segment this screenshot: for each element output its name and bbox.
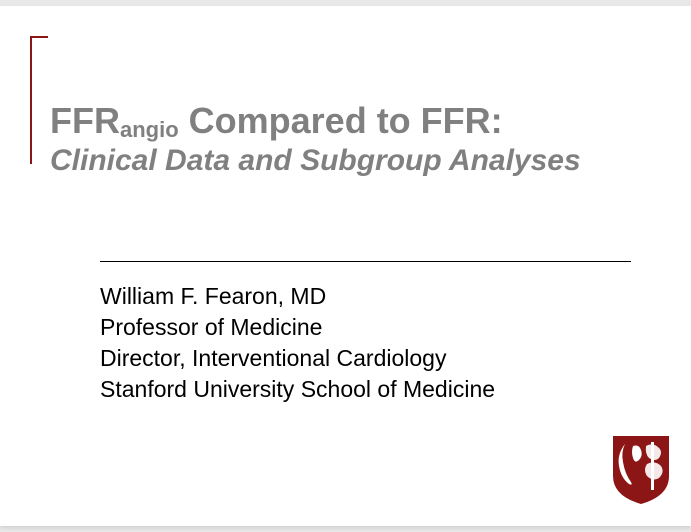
title-suffix: Compared to FFR: [179,100,503,141]
title-subscript: angio [120,117,179,142]
title-prefix: FFR [50,100,120,141]
slide: FFRangio Compared to FFR: Clinical Data … [0,6,691,526]
author-name: William F. Fearon, MD [100,281,631,312]
title-area: FFRangio Compared to FFR: Clinical Data … [50,101,651,179]
slide-subtitle: Clinical Data and Subgroup Analyses [50,143,651,179]
accent-border-top [30,36,48,38]
slide-title-main: FFRangio Compared to FFR: [50,101,651,141]
stanford-shield-icon [611,434,671,506]
author-title: Professor of Medicine [100,312,631,343]
accent-border-left [30,36,32,164]
stanford-logo [611,434,671,506]
horizontal-divider [100,261,631,262]
author-block: William F. Fearon, MD Professor of Medic… [100,281,631,405]
author-affiliation: Stanford University School of Medicine [100,374,631,405]
author-role: Director, Interventional Cardiology [100,343,631,374]
